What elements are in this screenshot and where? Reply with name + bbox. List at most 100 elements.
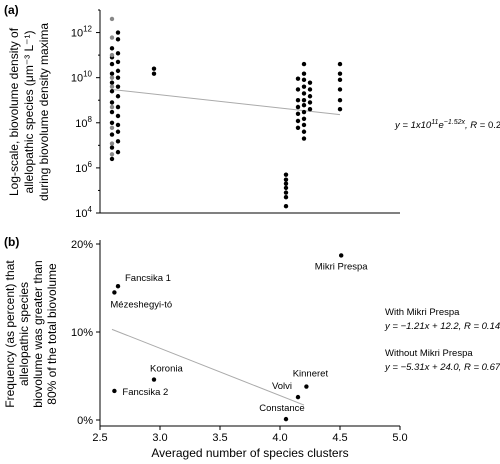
panel-a-data-point (283, 204, 289, 209)
panel-a-data-point (109, 89, 115, 94)
panel-b-point-label: Fancsika 1 (125, 273, 171, 284)
panel-a-data-point (109, 35, 115, 40)
panel-b-point-label: Mézeshegyi-tó (110, 299, 172, 310)
panel-b-label: (b) (4, 235, 19, 249)
panel-a-data-point (109, 52, 115, 58)
panel-a-data-point (295, 104, 301, 110)
panel-b-data-point (112, 290, 117, 295)
panel-b-data-point (304, 384, 309, 389)
panel-a-data-point (337, 61, 343, 67)
panel-a-equation: y = 1x1011e−1.52x, R = 0.29 (394, 119, 500, 131)
panel-b-y-tick-label: 0% (77, 415, 93, 427)
panel-a-data-point (301, 71, 307, 76)
without-mikri-equation: y = −5.31x + 24.0, R = 0.67 (384, 362, 500, 373)
panel-a-data-point (115, 139, 121, 144)
panel-a-fit-line (111, 88, 341, 116)
panel-a-data-point (301, 122, 307, 128)
panel-a-data-point (109, 84, 115, 89)
panel-b-point-label: Volvi (272, 381, 292, 392)
panel-b-x-tick-label: 3.5 (212, 432, 227, 444)
panel-a-y-axis-title-line: Log-scale, biovolume density of (7, 27, 21, 196)
panel-a-data-point (109, 156, 115, 162)
panel-a-data-point (295, 125, 301, 130)
panel-a-data-point (109, 109, 115, 115)
panel-a-data-point (337, 77, 343, 83)
panel-a-label: (a) (4, 3, 19, 17)
panel-b-x-tick-label: 3.0 (152, 432, 167, 444)
panel-a-data-point (301, 77, 307, 83)
panel-a-data-point (283, 177, 289, 182)
panel-a-data-point (301, 103, 307, 108)
panel-a-data-point (109, 80, 115, 85)
panel-a-data-point (109, 145, 115, 150)
panel-b-data-point (283, 416, 289, 422)
panel-b-data-point (339, 253, 344, 258)
panel-b-x-tick-label: 2.5 (92, 432, 107, 444)
panel-a-y-tick-label: 1010 (71, 70, 93, 85)
panel-a-data-point (115, 68, 121, 74)
panel-b-point-label: Mikri Prespa (315, 261, 369, 272)
panel-b-x-ticks: 2.5 3.0 3.5 4.0 4.5 5.0 (92, 426, 408, 444)
panel-a-data-point (115, 122, 121, 128)
panel-a-data-point (301, 98, 307, 103)
panel-a-data-point (115, 59, 121, 65)
panel-a-y-tick-label: 106 (75, 160, 92, 175)
panel-b-x-tick-label: 4.5 (332, 432, 347, 444)
panel-a-data-point (115, 37, 121, 42)
panel-b-y-axis-title-line: biovolume was greater than (31, 260, 45, 407)
panel-a-data-point (109, 125, 115, 130)
panel-b-y-tick-label: 20% (71, 239, 93, 251)
panel-a-y-ticks: 104 106 108 1010 1012 (71, 9, 100, 220)
panel-a-data-point (109, 61, 115, 67)
panel-a-data-point (337, 98, 343, 103)
panel-a-y-axis-title-line: allelopathic species (μm⁻³ L⁻¹) (22, 31, 36, 194)
panel-a-data-point (295, 76, 301, 81)
panel-a-data-point (115, 51, 121, 56)
panel-a-data-point (115, 94, 121, 99)
panel-a-data-point (109, 16, 115, 22)
panel-a-data-point (115, 84, 121, 89)
panel-a-data-point (109, 46, 115, 51)
panel-b-x-axis-title: Averaged number of species clusters (151, 446, 348, 460)
panel-a-data-point (109, 152, 115, 157)
with-mikri-equation: y = −1.21x + 12.2, R = 0.14 (384, 321, 500, 332)
panel-a-data-point (115, 30, 121, 35)
panel-b-x-tick-label: 4.0 (272, 432, 287, 444)
panel-a-data-point (109, 132, 115, 137)
panel-a-data-point (307, 100, 313, 105)
panel-b-data-point (115, 284, 121, 289)
panel-b-y-tick-label: 10% (71, 327, 93, 339)
panel-a-data-point (301, 136, 307, 141)
panel-a-data-point (151, 71, 157, 76)
panel-a-data-point (109, 141, 115, 146)
panel-a-y-tick-label: 108 (75, 115, 92, 130)
panel-b-x-tick-label: 5.0 (392, 432, 407, 444)
panel-a: (a) Log-scale, biovolume density of allel… (4, 3, 500, 220)
panel-a-data-point (115, 129, 121, 134)
panel-a-data-point (109, 104, 115, 110)
panel-b-data-point (151, 377, 157, 382)
panel-a-data-point (151, 66, 157, 71)
panel-a-data-point (115, 113, 121, 119)
panel-a-data-point (337, 71, 343, 76)
with-mikri-title: With Mikri Prespa (385, 307, 460, 318)
panel-a-data-point (337, 106, 343, 112)
panel-a-data-point (301, 84, 307, 89)
panel-a-data-point (115, 104, 121, 110)
panel-a-data-point (109, 71, 115, 76)
panel-a-data-point (337, 87, 343, 92)
panel-a-data-point (115, 75, 121, 80)
panel-b-y-axis-title: Frequency (as percent) that allelopathic … (3, 260, 59, 408)
panel-a-data-point (109, 75, 115, 80)
panel-b-point-label: Fancsika 2 (122, 387, 168, 398)
panel-a-data-point (295, 111, 301, 117)
panel-a-data-point (301, 129, 307, 134)
panel-a-points (109, 16, 343, 209)
panel-b-y-ticks: 0% 10% 20% (71, 239, 100, 427)
panel-b-y-axis-title-line: Frequency (as percent) that (3, 260, 17, 408)
panel-a-data-point (283, 185, 289, 191)
panel-a-data-point (295, 118, 301, 124)
panel-b-point-label: Kinneret (293, 369, 329, 380)
panel-b-point-label: Koronia (150, 364, 183, 375)
